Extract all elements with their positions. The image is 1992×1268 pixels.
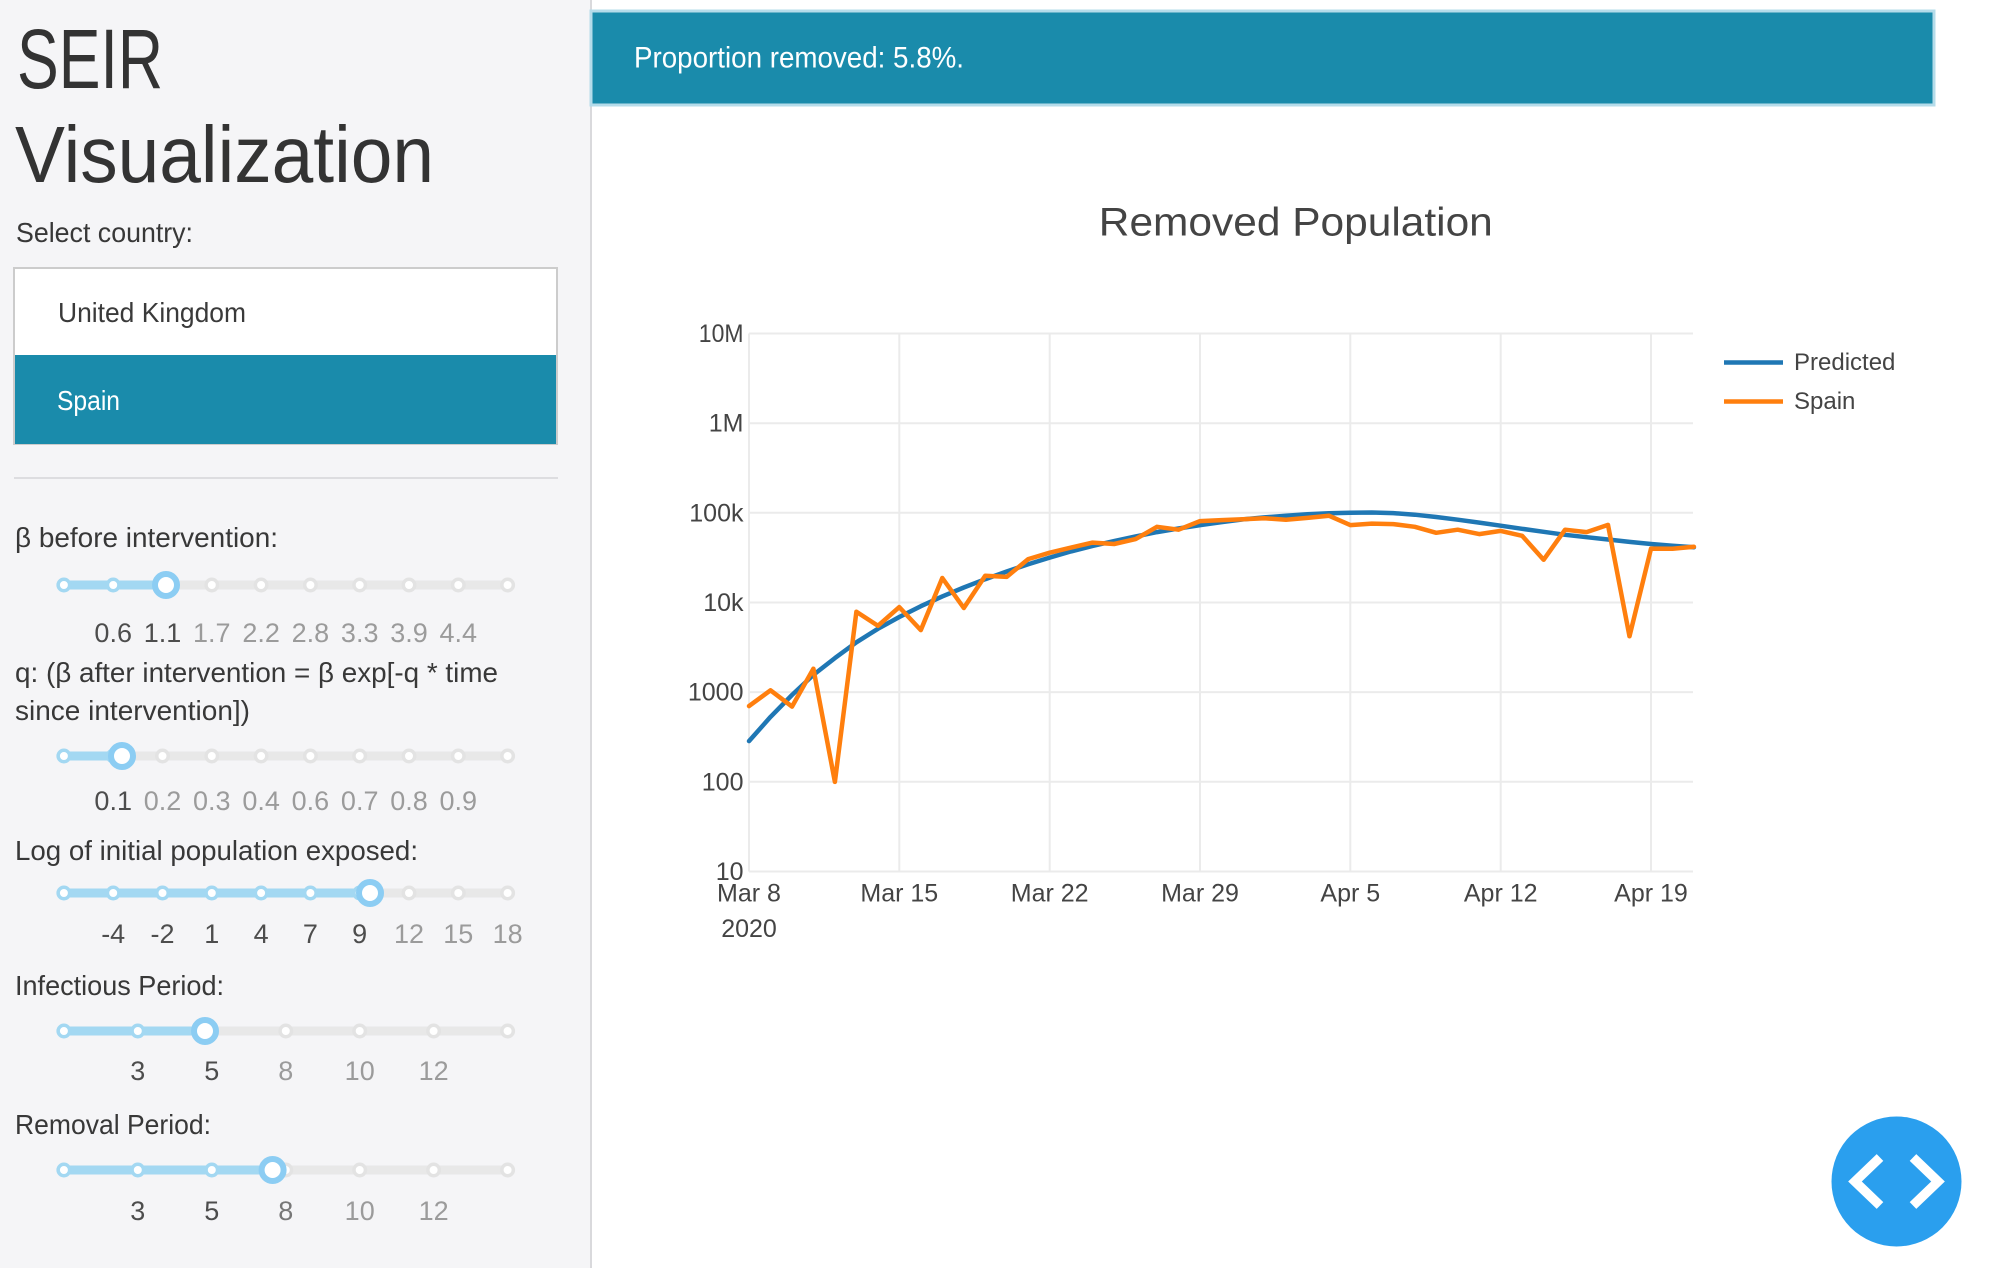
svg-text:Predicted: Predicted: [1794, 349, 1895, 376]
svg-text:9: 9: [352, 919, 367, 949]
svg-text:2020: 2020: [721, 915, 777, 943]
svg-text:12: 12: [394, 919, 424, 949]
svg-text:since intervention]): since intervention]): [15, 695, 250, 726]
svg-text:8: 8: [278, 1056, 293, 1086]
svg-text:0.6: 0.6: [94, 618, 132, 648]
svg-text:0.7: 0.7: [341, 786, 379, 816]
svg-text:0.4: 0.4: [242, 786, 280, 816]
svg-text:18: 18: [493, 919, 523, 949]
svg-text:10k: 10k: [703, 589, 744, 617]
svg-text:12: 12: [419, 1196, 449, 1226]
svg-text:5: 5: [204, 1196, 219, 1226]
svg-text:Mar 22: Mar 22: [1011, 879, 1089, 907]
svg-text:Removal Period:: Removal Period:: [15, 1109, 211, 1140]
svg-text:0.9: 0.9: [440, 786, 478, 816]
svg-text:2.8: 2.8: [292, 618, 330, 648]
svg-text:3.9: 3.9: [390, 618, 428, 648]
svg-text:Spain: Spain: [57, 385, 120, 416]
svg-text:3: 3: [130, 1196, 145, 1226]
svg-text:0.3: 0.3: [193, 786, 231, 816]
svg-text:1000: 1000: [688, 679, 744, 707]
svg-text:Apr 12: Apr 12: [1464, 879, 1538, 907]
svg-text:Infectious Period:: Infectious Period:: [15, 970, 224, 1001]
svg-text:Removed Population: Removed Population: [1099, 200, 1493, 244]
svg-text:1: 1: [204, 919, 219, 949]
svg-text:7: 7: [303, 919, 318, 949]
svg-text:100: 100: [702, 768, 744, 796]
svg-text:0.1: 0.1: [94, 786, 132, 816]
svg-text:Apr 19: Apr 19: [1614, 879, 1688, 907]
svg-text:Select country:: Select country:: [16, 217, 193, 248]
svg-text:Mar 29: Mar 29: [1161, 879, 1239, 907]
svg-text:-4: -4: [101, 919, 125, 949]
svg-text:SEIR: SEIR: [17, 12, 163, 106]
svg-text:β before intervention:: β before intervention:: [15, 522, 278, 553]
svg-text:1.1: 1.1: [144, 618, 182, 648]
svg-text:2.2: 2.2: [242, 618, 280, 648]
svg-text:4: 4: [254, 919, 269, 949]
svg-text:-2: -2: [150, 919, 174, 949]
svg-text:Apr 5: Apr 5: [1320, 879, 1380, 907]
svg-text:10: 10: [345, 1056, 375, 1086]
svg-text:Log of initial population expo: Log of initial population exposed:: [15, 835, 418, 866]
svg-text:Visualization: Visualization: [15, 110, 434, 199]
svg-text:100k: 100k: [689, 499, 744, 527]
svg-text:1M: 1M: [709, 410, 744, 438]
svg-text:q: (β after intervention = β e: q: (β after intervention = β exp[-q * ti…: [15, 657, 498, 688]
svg-text:Spain: Spain: [1794, 388, 1855, 415]
svg-text:8: 8: [278, 1196, 293, 1226]
svg-text:10: 10: [716, 858, 744, 886]
svg-text:0.6: 0.6: [292, 786, 330, 816]
svg-text:3: 3: [130, 1056, 145, 1086]
svg-text:0.8: 0.8: [390, 786, 428, 816]
svg-text:3.3: 3.3: [341, 618, 379, 648]
svg-text:United Kingdom: United Kingdom: [58, 297, 246, 328]
svg-text:5: 5: [204, 1056, 219, 1086]
svg-text:0.2: 0.2: [144, 786, 182, 816]
svg-text:Proportion removed: 5.8%.: Proportion removed: 5.8%.: [634, 42, 964, 75]
svg-text:4.4: 4.4: [440, 618, 478, 648]
svg-text:Mar 8: Mar 8: [717, 879, 781, 907]
svg-text:Mar 15: Mar 15: [860, 879, 938, 907]
svg-text:10M: 10M: [699, 320, 744, 348]
svg-text:1.7: 1.7: [193, 618, 231, 648]
svg-text:15: 15: [443, 919, 473, 949]
svg-text:10: 10: [345, 1196, 375, 1226]
svg-text:12: 12: [419, 1056, 449, 1086]
